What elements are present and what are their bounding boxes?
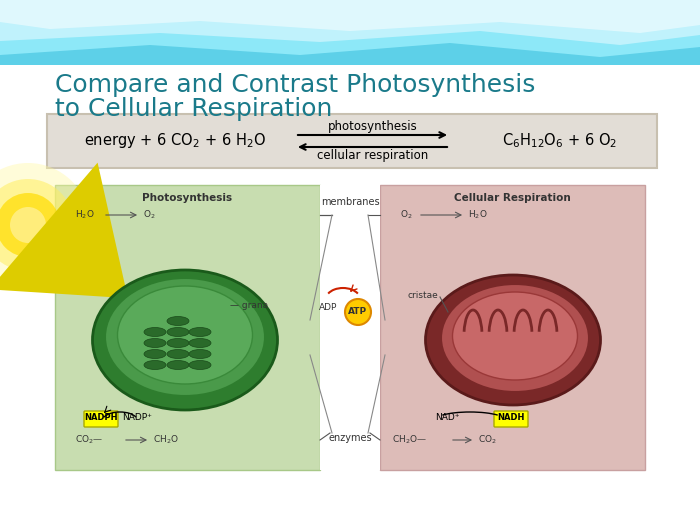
Ellipse shape [452,292,578,380]
Text: Photosynthesis: Photosynthesis [142,193,232,203]
Text: membranes: membranes [321,197,379,207]
Text: Compare and Contrast Photosynthesis: Compare and Contrast Photosynthesis [55,73,536,97]
Text: energy + 6 CO$_2$ + 6 H$_2$O: energy + 6 CO$_2$ + 6 H$_2$O [84,131,266,151]
Text: ATP: ATP [349,308,368,317]
Polygon shape [0,0,700,33]
Polygon shape [0,0,700,45]
Polygon shape [0,0,700,57]
Ellipse shape [426,275,601,405]
Ellipse shape [167,317,189,326]
Ellipse shape [105,278,265,396]
Text: NADP⁺: NADP⁺ [122,414,152,423]
Text: NADPH: NADPH [84,414,118,423]
FancyBboxPatch shape [84,411,118,427]
Bar [55,185,320,470]
Text: O$_2$: O$_2$ [400,209,412,221]
Ellipse shape [167,361,189,370]
Text: NADH: NADH [497,414,525,423]
Circle shape [0,163,90,287]
Ellipse shape [167,328,189,337]
Bar [0,65,700,525]
Text: H$_2$O: H$_2$O [468,209,488,221]
Ellipse shape [167,350,189,359]
Text: ADP: ADP [318,302,337,311]
Text: CO$_2$—: CO$_2$— [75,434,104,446]
FancyBboxPatch shape [494,411,528,427]
Text: O$_2$: O$_2$ [143,209,155,221]
Text: NAD⁺: NAD⁺ [435,414,459,423]
Circle shape [0,179,74,271]
Ellipse shape [441,284,589,392]
Circle shape [345,299,371,325]
Text: — grana: — grana [230,300,268,310]
Text: to Cellular Respiration: to Cellular Respiration [55,97,332,121]
Ellipse shape [167,339,189,348]
Circle shape [10,207,46,243]
Ellipse shape [144,339,166,348]
Ellipse shape [189,339,211,348]
Text: CH$_2$O—: CH$_2$O— [392,434,427,446]
Text: H$_2$O: H$_2$O [75,209,94,221]
Text: cellular respiration: cellular respiration [317,149,428,162]
Bar [380,185,645,470]
Ellipse shape [189,328,211,337]
Text: Cellular Respiration: Cellular Respiration [454,193,571,203]
Text: CO$_2$: CO$_2$ [478,434,497,446]
Ellipse shape [144,361,166,370]
Bar [320,185,380,470]
FancyBboxPatch shape [47,114,657,168]
Text: enzymes: enzymes [328,433,372,443]
Ellipse shape [118,286,253,384]
Ellipse shape [144,350,166,359]
Text: cristae: cristae [408,290,439,299]
Text: photosynthesis: photosynthesis [328,120,417,133]
Text: C$_6$H$_{12}$O$_6$ + 6 O$_2$: C$_6$H$_{12}$O$_6$ + 6 O$_2$ [503,132,617,150]
Bar [0,0,700,95]
Ellipse shape [92,270,277,410]
Ellipse shape [189,361,211,370]
Ellipse shape [144,328,166,337]
Circle shape [0,193,60,257]
Text: CH$_2$O: CH$_2$O [153,434,179,446]
Ellipse shape [189,350,211,359]
